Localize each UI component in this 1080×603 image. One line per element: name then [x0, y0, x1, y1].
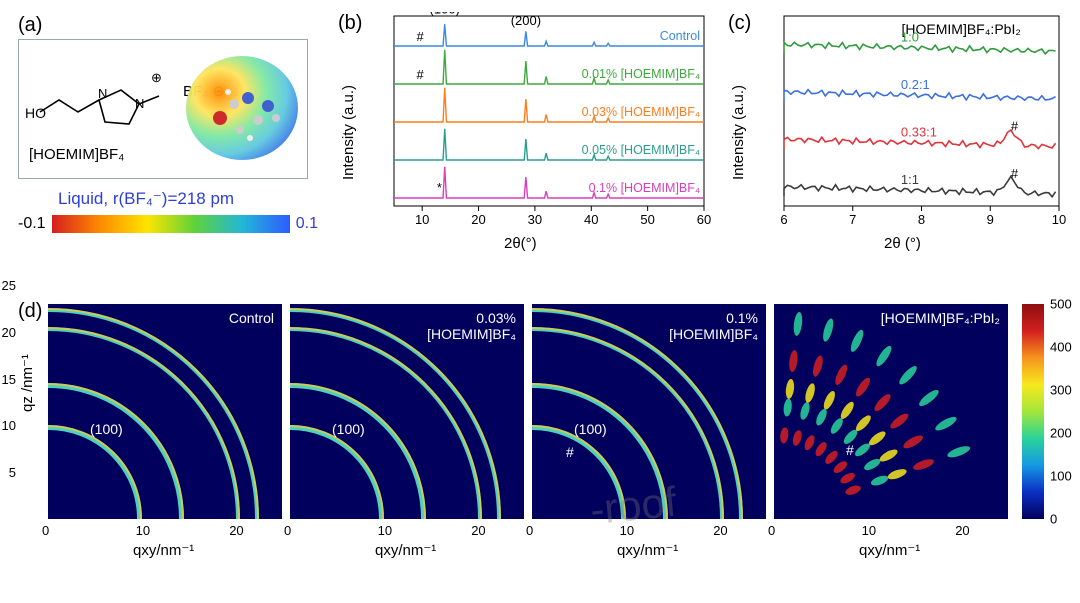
svg-text:0.05% [HOEMIM]BF₄: 0.05% [HOEMIM]BF₄: [582, 143, 700, 157]
svg-text:HO: HO: [25, 105, 46, 121]
compound-name: [HOEMIM]BF₄: [29, 146, 124, 163]
svg-text:0.2:1: 0.2:1: [901, 77, 930, 92]
svg-text:0.1% [HOEMIM]BF₄: 0.1% [HOEMIM]BF₄: [589, 181, 700, 195]
panel-c: (c) Intensity (a.u.) 678910[HOEMIM]BF₄:P…: [730, 12, 1065, 252]
svg-text:30: 30: [528, 212, 542, 227]
svg-text:10: 10: [1052, 212, 1066, 227]
esp-surface: [182, 48, 302, 170]
svg-text:⊕: ⊕: [151, 70, 162, 85]
svg-text:7: 7: [849, 212, 856, 227]
svg-text:50: 50: [640, 212, 654, 227]
esp-gradient-bar: [52, 215, 290, 233]
gradient-min: -0.1: [18, 215, 46, 233]
svg-text:#: #: [417, 67, 425, 82]
panel-b-ylabel: Intensity (a.u.): [340, 0, 357, 40]
giwaxs-map: #[HOEMIM]BF₄:PbI₂: [774, 304, 1008, 519]
svg-text:60: 60: [697, 212, 711, 227]
svg-text:*: *: [437, 180, 442, 195]
svg-text:N: N: [135, 96, 144, 111]
skeletal-formula: HO N N ⊕: [25, 54, 185, 154]
panel-c-ylabel: Intensity (a.u.): [730, 0, 747, 40]
svg-text:40: 40: [584, 212, 598, 227]
svg-text:[HOEMIM]BF₄:PbI₂: [HOEMIM]BF₄:PbI₂: [902, 21, 1021, 37]
panel-d-label: (d): [18, 300, 42, 323]
panel-b-xlabel: 2θ(°): [504, 235, 537, 252]
svg-text:6: 6: [780, 212, 787, 227]
panel-b: (b) Intensity (a.u.) 1020304050600.1% [H…: [340, 12, 710, 252]
gradient-max: 0.1: [296, 215, 318, 233]
svg-text:1:0: 1:0: [901, 30, 919, 45]
giwaxs-panel: #[HOEMIM]BF₄:PbI₂01020qxy/nm⁻¹: [774, 304, 1008, 559]
svg-text:0.03% [HOEMIM]BF₄: 0.03% [HOEMIM]BF₄: [582, 105, 700, 119]
svg-text:1:1: 1:1: [901, 172, 919, 187]
liquid-line: Liquid, r(BF₄⁻)=218 pm: [58, 189, 318, 209]
watermark: -roof: [588, 478, 679, 535]
svg-text:#: #: [1011, 119, 1019, 134]
panel-a-box: HO N N ⊕ BF₄ ⊖ [HOEMIM]BF₄: [18, 39, 308, 179]
panel-a-label: (a): [18, 14, 318, 37]
svg-text:(200): (200): [511, 13, 541, 28]
svg-text:0.01% [HOEMIM]BF₄: 0.01% [HOEMIM]BF₄: [582, 67, 700, 81]
panel-c-chart: 6 7 8 9 10 [HOEMIM]BF₄:PbI₂ 1:1 #0.33:1 #0.2:1 1:…: [756, 12, 1066, 242]
panel-d: (d) qz /nm⁻¹510152025(100)Control01020qx…: [18, 300, 1062, 590]
svg-text:10: 10: [415, 212, 429, 227]
svg-text:(100): (100): [430, 12, 460, 17]
svg-text:N: N: [98, 86, 107, 101]
svg-text:8: 8: [918, 212, 925, 227]
giwaxs-panel: qz /nm⁻¹510152025(100)Control01020qxy/nm…: [48, 304, 282, 559]
esp-colorbar: -0.1 0.1: [18, 215, 318, 233]
giwaxs-map: (100)0.03%[HOEMIM]BF₄: [290, 304, 524, 519]
svg-text:#: #: [417, 29, 425, 44]
giwaxs-map: (100)Control: [48, 304, 282, 519]
svg-text:Control: Control: [660, 29, 700, 43]
svg-text:#: #: [1011, 166, 1019, 181]
svg-text:9: 9: [987, 212, 994, 227]
panel-b-chart: 10 20 30 40 50 60 0.1% [HOEMIM]BF₄ 0.05% [HOEMI…: [366, 12, 711, 242]
giwaxs-panel: (100)0.03%[HOEMIM]BF₄01020qxy/nm⁻¹: [290, 304, 524, 559]
panel-a: (a) HO N N ⊕ BF₄ ⊖ [HOEMIM]BF₄: [18, 14, 318, 214]
svg-text:20: 20: [471, 212, 485, 227]
giwaxs-row: qz /nm⁻¹510152025(100)Control01020qxy/nm…: [48, 304, 1044, 559]
panel-c-xlabel: 2θ (°): [884, 235, 921, 252]
svg-text:0.33:1: 0.33:1: [901, 125, 937, 140]
